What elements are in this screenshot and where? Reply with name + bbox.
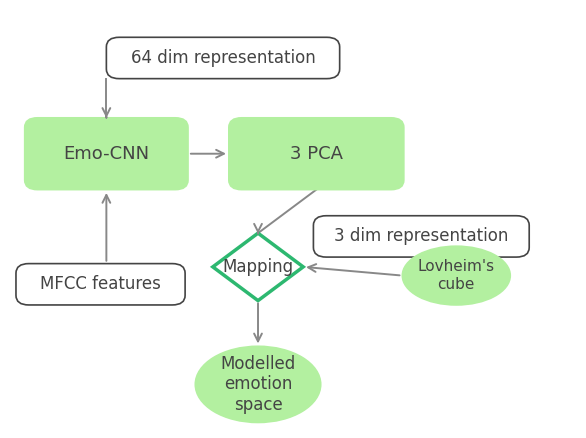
FancyBboxPatch shape	[16, 264, 185, 305]
Text: Mapping: Mapping	[223, 258, 294, 276]
Text: MFCC features: MFCC features	[40, 276, 161, 293]
FancyBboxPatch shape	[229, 118, 404, 190]
Text: 64 dim representation: 64 dim representation	[131, 49, 315, 67]
Polygon shape	[213, 233, 303, 300]
Text: 3 PCA: 3 PCA	[290, 145, 343, 162]
Text: Modelled
emotion
space: Modelled emotion space	[220, 355, 295, 414]
Ellipse shape	[195, 346, 321, 423]
Text: 3 dim representation: 3 dim representation	[334, 227, 509, 245]
FancyBboxPatch shape	[107, 37, 340, 79]
Ellipse shape	[403, 246, 510, 305]
FancyBboxPatch shape	[25, 118, 188, 190]
Text: Lovheim's
cube: Lovheim's cube	[418, 259, 495, 292]
Text: Emo-CNN: Emo-CNN	[63, 145, 149, 162]
FancyBboxPatch shape	[314, 216, 529, 257]
